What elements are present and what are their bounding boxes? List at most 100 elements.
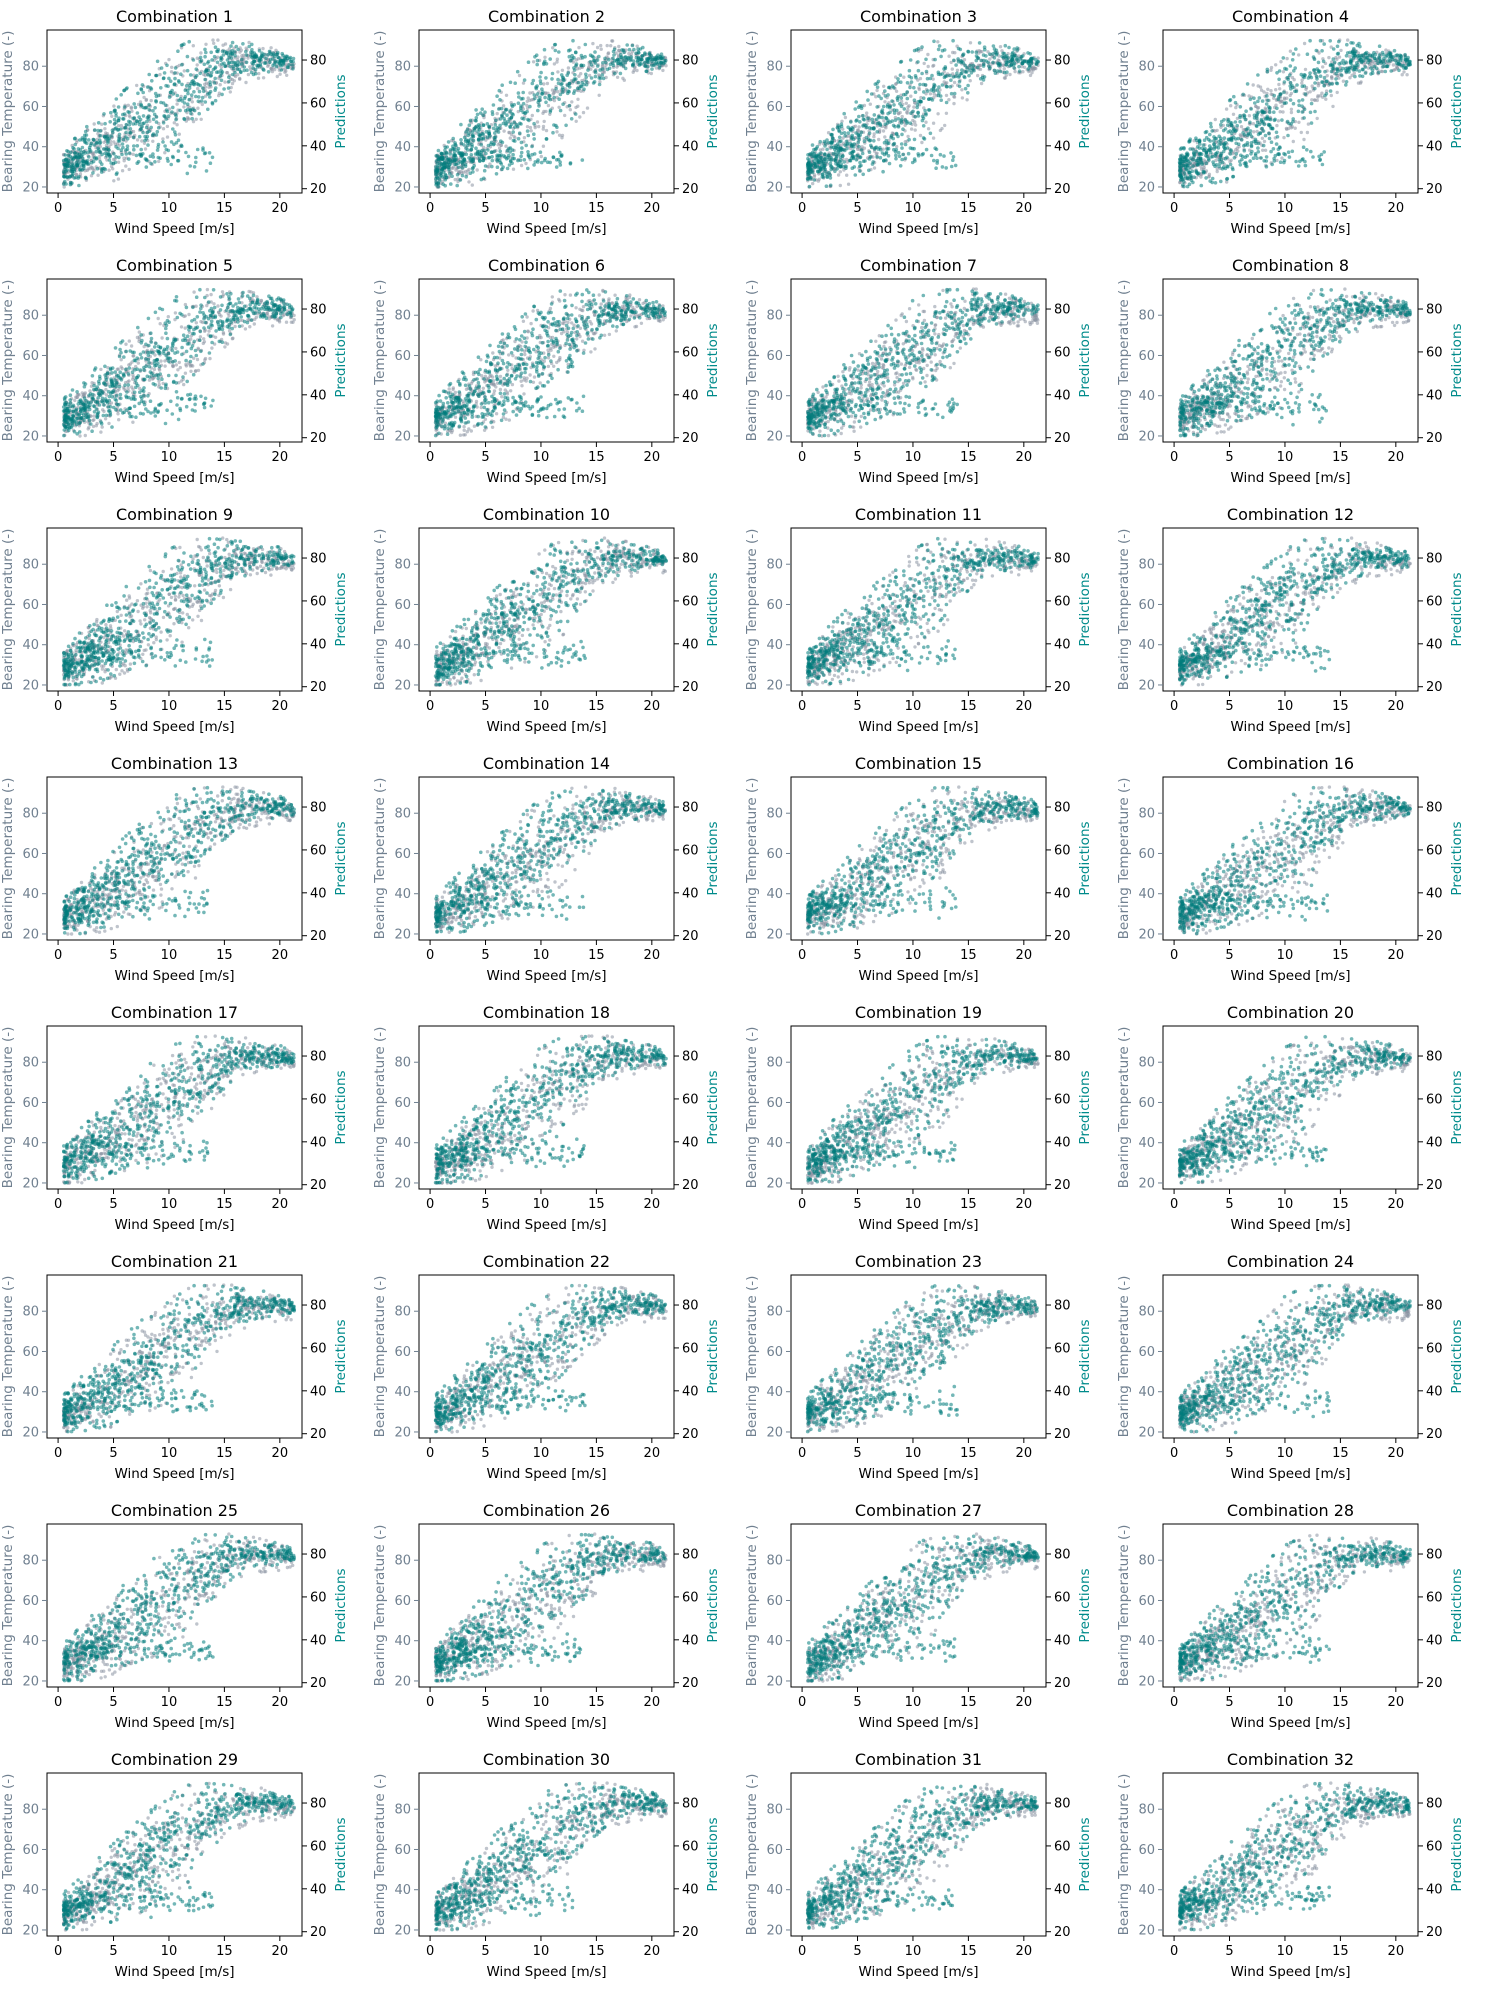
prediction-point (823, 141, 828, 145)
actual-point (938, 88, 942, 92)
prediction-point (548, 160, 552, 165)
prediction-point (952, 58, 956, 63)
actual-point (1278, 87, 1282, 91)
prediction-point (560, 75, 565, 80)
y-tick-label: 80 (22, 60, 39, 75)
prediction-point (71, 163, 75, 168)
prediction-point (841, 154, 845, 158)
prediction-point (286, 65, 290, 70)
prediction-point (174, 117, 178, 122)
actual-point (936, 40, 940, 44)
actual-point (899, 99, 904, 103)
prediction-point (158, 156, 162, 160)
prediction-point (1228, 98, 1233, 102)
prediction-point (1391, 55, 1395, 59)
prediction-point (937, 91, 941, 95)
prediction-point (441, 156, 445, 160)
actual-point (1213, 129, 1217, 133)
prediction-point (508, 125, 513, 129)
prediction-point (151, 152, 155, 156)
prediction-point (226, 86, 231, 90)
prediction-point (183, 94, 188, 99)
actual-point (1339, 48, 1343, 53)
prediction-point (828, 161, 833, 166)
y-tick-label: 80 (766, 60, 783, 75)
prediction-point (1272, 118, 1277, 123)
prediction-point (251, 72, 256, 77)
prediction-point (206, 59, 211, 64)
prediction-point (867, 131, 872, 136)
prediction-point (481, 156, 486, 161)
actual-point (579, 72, 583, 76)
prediction-point (121, 137, 126, 142)
prediction-point (480, 107, 485, 111)
prediction-point (492, 142, 497, 146)
prediction-point (1194, 149, 1199, 154)
actual-point (581, 110, 586, 115)
prediction-point (581, 63, 586, 68)
prediction-point (1222, 143, 1227, 148)
actual-point (566, 66, 571, 70)
prediction-point (1280, 118, 1284, 122)
prediction-point (483, 110, 487, 114)
prediction-point (951, 38, 955, 43)
actual-point (487, 165, 491, 169)
prediction-point (257, 49, 262, 53)
prediction-point (913, 74, 918, 78)
prediction-point (268, 57, 273, 62)
y-tick-label: 40 (394, 140, 411, 155)
prediction-point (76, 147, 81, 151)
y-right-tick-label: 40 (682, 139, 699, 154)
prediction-point (236, 47, 240, 52)
actual-point (273, 67, 277, 72)
prediction-point (807, 184, 812, 189)
prediction-point (161, 121, 166, 125)
prediction-point (954, 63, 958, 67)
prediction-point (937, 85, 941, 89)
actual-point (202, 72, 206, 77)
prediction-point (72, 147, 76, 151)
prediction-point (167, 76, 171, 81)
prediction-point (104, 148, 108, 152)
prediction-point (1392, 48, 1397, 53)
prediction-point (656, 60, 661, 65)
x-tick-label: 10 (161, 201, 178, 216)
prediction-point (147, 102, 151, 107)
actual-point (501, 104, 506, 108)
y-right-tick-label: 60 (1054, 96, 1071, 111)
prediction-point (806, 177, 810, 181)
prediction-point (808, 177, 813, 181)
actual-point (167, 57, 171, 62)
prediction-point (912, 85, 916, 90)
actual-point (1329, 93, 1334, 98)
prediction-point (68, 174, 72, 179)
prediction-point (816, 169, 820, 174)
y-right-tick-label: 80 (310, 54, 327, 69)
y-tick-label: 60 (394, 100, 411, 115)
prediction-point (1357, 69, 1362, 73)
prediction-point (831, 145, 836, 150)
prediction-point (73, 151, 77, 155)
actual-point (541, 124, 546, 129)
actual-point (89, 165, 93, 169)
prediction-point (241, 42, 245, 46)
prediction-point (146, 143, 150, 147)
actual-point (598, 80, 602, 84)
prediction-point (1275, 71, 1279, 75)
prediction-point (1297, 103, 1301, 108)
prediction-point (829, 140, 833, 145)
prediction-point (1265, 69, 1270, 74)
actual-point (1263, 106, 1268, 110)
prediction-point (108, 154, 112, 159)
prediction-point (1192, 155, 1196, 159)
prediction-point (557, 50, 561, 54)
prediction-point (864, 135, 869, 140)
prediction-point (197, 111, 201, 116)
prediction-point (1265, 116, 1269, 120)
prediction-point (586, 68, 590, 72)
actual-point (225, 71, 230, 75)
prediction-point (100, 162, 104, 166)
prediction-point (1217, 164, 1221, 169)
prediction-point (850, 136, 854, 141)
